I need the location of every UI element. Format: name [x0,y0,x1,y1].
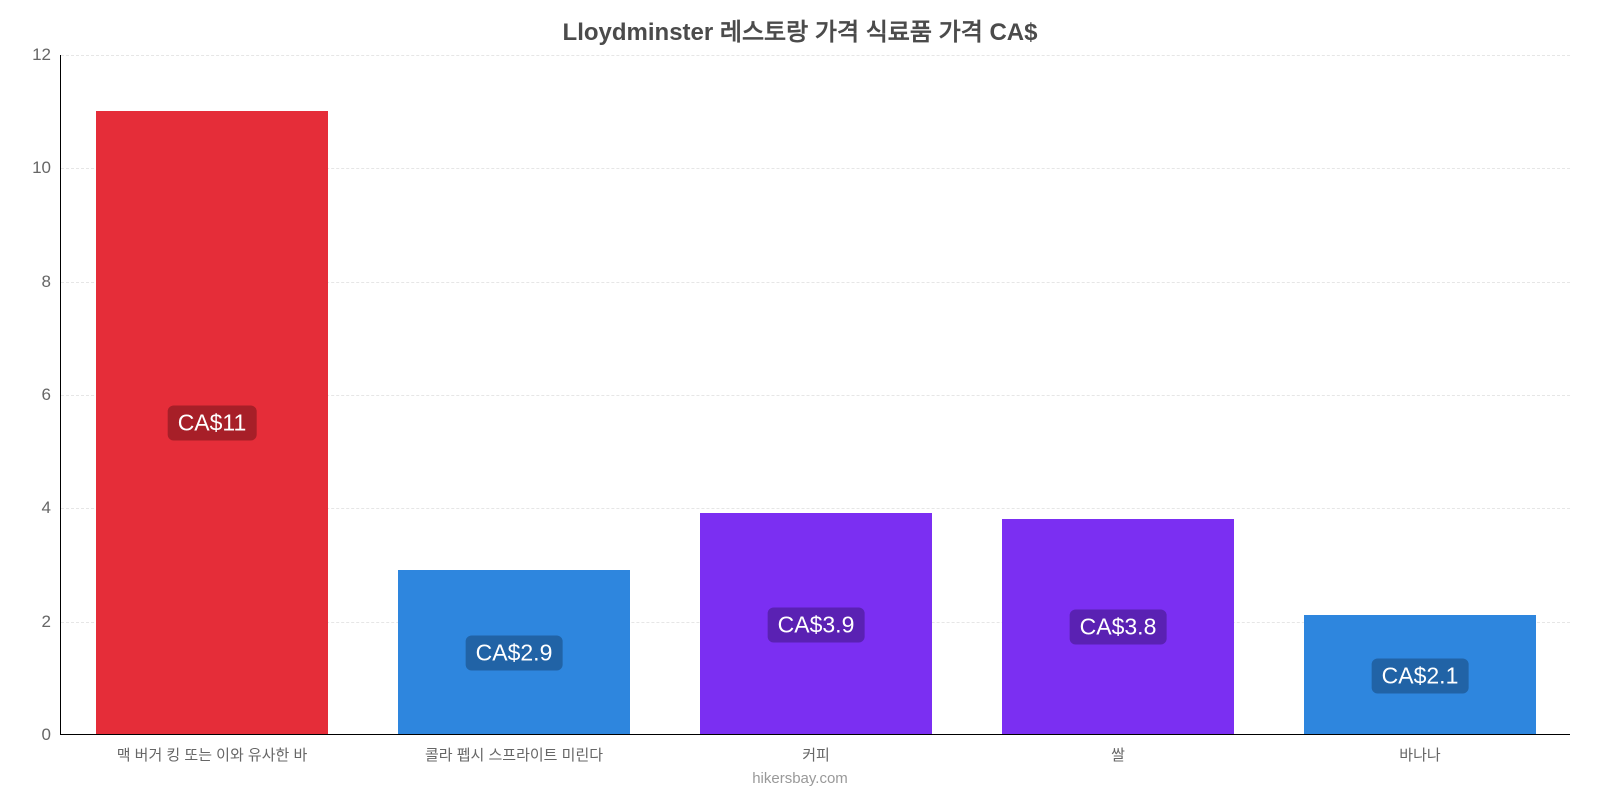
attribution-text: hikersbay.com [0,770,1600,787]
value-label: CA$2.9 [466,635,563,670]
price-bar-chart: Lloydminster 레스토랑 가격 식료품 가격 CA$ 02468101… [0,0,1600,800]
x-tick-label: 쌀 [1111,734,1125,765]
y-tick-label: 6 [42,385,61,405]
chart-title: Lloydminster 레스토랑 가격 식료품 가격 CA$ [0,12,1600,47]
value-label: CA$3.9 [768,607,865,642]
y-tick-label: 8 [42,272,61,292]
y-tick-label: 4 [42,498,61,518]
x-tick-label: 바나나 [1399,734,1440,765]
y-tick-label: 2 [42,612,61,632]
value-label: CA$3.8 [1070,610,1167,645]
grid-line [61,55,1570,56]
y-tick-label: 0 [42,725,61,745]
x-tick-label: 커피 [802,734,830,765]
x-tick-label: 콜라 펩시 스프라이트 미린다 [425,734,603,765]
plot-area: 024681012맥 버거 킹 또는 이와 유사한 바CA$11콜라 펩시 스프… [60,55,1570,735]
value-label: CA$11 [168,406,257,441]
x-tick-label: 맥 버거 킹 또는 이와 유사한 바 [117,734,308,765]
y-tick-label: 12 [32,45,61,65]
value-label: CA$2.1 [1372,658,1469,693]
y-tick-label: 10 [32,158,61,178]
